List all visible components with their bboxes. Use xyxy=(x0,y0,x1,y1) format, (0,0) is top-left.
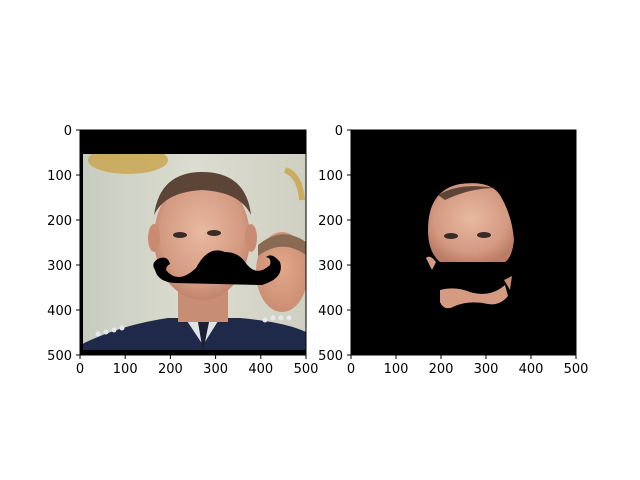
right-y-tick-label: 200 xyxy=(318,214,343,229)
right-y-tick-label: 0 xyxy=(335,124,343,139)
mustache-overlay xyxy=(153,250,281,285)
black-top-bar xyxy=(80,130,306,154)
right-x-tick-label: 0 xyxy=(347,362,355,377)
segmented-face-upper xyxy=(428,183,514,262)
left-x-tick-label: 400 xyxy=(248,362,273,377)
ear-left xyxy=(148,224,160,252)
ear-right xyxy=(245,224,257,252)
left-y-tick-label: 100 xyxy=(47,169,72,184)
rank-star xyxy=(278,315,284,321)
right-y-tick-label: 500 xyxy=(318,349,343,364)
right-x-tick-label: 300 xyxy=(474,362,499,377)
black-bottom-strip xyxy=(80,350,306,355)
rank-star xyxy=(111,327,117,333)
rank-star xyxy=(119,325,125,331)
segmented-eye-right xyxy=(477,232,491,238)
left-y-tick-label: 0 xyxy=(64,124,72,139)
tie xyxy=(198,322,209,352)
segmented-hair xyxy=(438,186,495,200)
rank-star xyxy=(95,331,101,337)
hair xyxy=(154,172,251,215)
left-y-tick-label: 300 xyxy=(47,259,72,274)
left-x-tick-label: 0 xyxy=(76,362,84,377)
segmented-chin xyxy=(440,285,508,309)
left-axes-frame xyxy=(79,129,307,356)
right-image-panel xyxy=(351,130,576,355)
right-y-tick-label: 300 xyxy=(318,259,343,274)
background-person-face xyxy=(256,232,306,312)
right-x-tick-label: 200 xyxy=(429,362,454,377)
right-x-tick-label: 400 xyxy=(519,362,544,377)
left-x-tick-label: 500 xyxy=(294,362,319,377)
left-y-tick-label: 500 xyxy=(47,349,72,364)
left-image-panel xyxy=(80,130,306,355)
gold-emblem-right xyxy=(283,167,305,201)
left-x-tick-label: 300 xyxy=(203,362,228,377)
rank-star xyxy=(262,317,268,323)
right-y-tick-label: 100 xyxy=(318,169,343,184)
segmented-eye-left xyxy=(444,233,458,239)
left-y-tick-label: 200 xyxy=(47,214,72,229)
segmented-fragment xyxy=(504,276,512,290)
rank-star xyxy=(103,329,109,335)
eye-left xyxy=(173,232,187,238)
right-y-tick-label: 400 xyxy=(318,304,343,319)
left-x-tick-label: 100 xyxy=(113,362,138,377)
left-x-tick-label: 200 xyxy=(158,362,183,377)
black-left-strip xyxy=(80,154,83,355)
uniform xyxy=(80,318,306,355)
eye-right xyxy=(207,230,221,236)
background-person-hair xyxy=(258,234,306,256)
left-y-tick-label: 400 xyxy=(47,304,72,319)
right-x-tick-label: 100 xyxy=(384,362,409,377)
segmented-fragment xyxy=(426,256,436,270)
rank-star xyxy=(270,315,276,321)
rank-star xyxy=(286,315,292,321)
right-x-tick-label: 500 xyxy=(564,362,589,377)
right-axes-frame xyxy=(350,129,577,356)
